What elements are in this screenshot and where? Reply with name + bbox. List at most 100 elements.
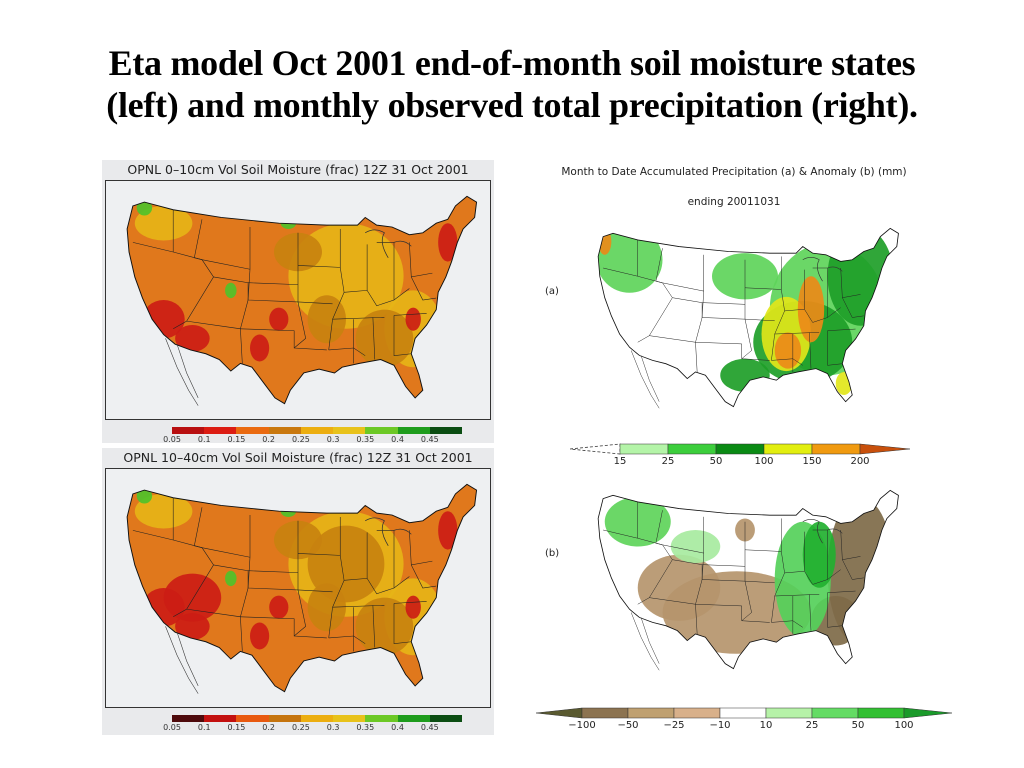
colorbar-tick-label: 25: [661, 456, 675, 467]
colorbar-tick-label: 0.3: [326, 723, 340, 732]
state-boundary: [672, 297, 746, 320]
colorbar-segment: [811, 707, 859, 719]
map-shaded-region: [774, 332, 802, 369]
panel-a-label: (a): [545, 286, 559, 297]
state-boundary: [744, 580, 775, 584]
state-boundary: [411, 276, 437, 301]
state-boundary: [655, 248, 673, 298]
colorbar-tick-label: 25: [805, 720, 819, 731]
slide-title-line-1: Eta model Oct 2001 end-of-month soil moi…: [108, 43, 916, 83]
colorbar-tick-label: 0.05: [163, 435, 181, 444]
precipitation-subtitle: ending 20011031: [687, 196, 781, 208]
colorbar-tick-label: −10: [709, 720, 731, 731]
state-boundary: [393, 603, 412, 645]
map-shaded-region: [670, 530, 721, 563]
map-shaded-region: [438, 223, 458, 262]
precip-colorbar-labels: 15 25 50 100 150 200: [614, 456, 870, 468]
state-boundary: [827, 592, 843, 628]
great-lakes-outline: [365, 229, 412, 258]
state-boundary: [297, 301, 333, 305]
colorbar-tick-label: 0.35: [356, 435, 375, 444]
state-boundary: [240, 587, 249, 617]
state-boundary: [695, 317, 703, 343]
colorbar-segment: [300, 715, 334, 722]
state-boundary: [809, 594, 812, 631]
map-shaded-region: [405, 595, 421, 619]
map-shaded-region: [438, 511, 458, 550]
state-boundary: [655, 510, 673, 560]
great-lakes-outline: [802, 256, 843, 282]
map-shaded-region: [355, 597, 414, 656]
map-shaded-region: [405, 307, 421, 331]
state-boundary: [744, 549, 782, 552]
great-lakes-outline: [365, 517, 412, 546]
map-shaded-region: [163, 573, 222, 622]
state-boundary: [662, 544, 704, 554]
anomaly-colorbar-labels: −100 −50 −25 −10 10 25 50 100: [568, 720, 913, 732]
state-boundary: [247, 515, 251, 589]
colorbar-tick-label: 150: [802, 456, 822, 467]
colorbar-segment: [236, 715, 269, 722]
colorbar-tick-label: 0.15: [227, 435, 246, 444]
map-shaded-region: [827, 228, 894, 326]
state-boundary: [662, 282, 704, 292]
colorbar-tick-label: 0.45: [420, 723, 439, 732]
state-boundary: [827, 330, 843, 366]
map-shaded-region: [802, 521, 836, 588]
state-boundary: [393, 601, 427, 604]
us-map-precipitation: [597, 227, 899, 409]
precipitation-panel: Month to Date Accumulated Precipitation …: [512, 160, 956, 735]
colorbar-tick-label: 0.25: [291, 723, 310, 732]
state-boundary: [784, 307, 841, 323]
state-boundary: [744, 318, 775, 322]
colorbar-tick-label: −100: [568, 720, 596, 731]
colorbar-segment: [857, 707, 905, 719]
state-boundary: [248, 282, 299, 285]
state-boundary: [637, 559, 673, 605]
state-boundary: [784, 569, 841, 585]
state-boundary: [344, 288, 410, 307]
map-shaded-region: [307, 525, 385, 603]
state-boundary: [701, 254, 704, 318]
soil-moisture-panel-0-10cm: OPNL 0–10cm Vol Soil Moisture (frac) 12Z…: [102, 160, 494, 445]
state-boundary: [344, 576, 410, 595]
state-boundary: [702, 302, 746, 305]
state-boundary: [297, 589, 333, 593]
us-outline: [126, 195, 478, 405]
map-shaded-region: [175, 324, 210, 352]
us-outline: [126, 483, 478, 693]
us-outline: [597, 489, 899, 670]
state-boundary: [637, 297, 673, 343]
state-boundary: [827, 590, 856, 593]
colorbar-segment: [172, 715, 205, 722]
state-boundary: [842, 297, 864, 318]
colorbar-under-arrow: [570, 443, 621, 455]
state-boundary: [201, 547, 251, 558]
soil-moisture-map: [105, 468, 491, 708]
state-boundary: [240, 299, 249, 329]
map-shaded-region: [225, 570, 237, 587]
map-shaded-region: [355, 309, 414, 368]
state-boundary: [372, 605, 376, 648]
colorbar-segment: [763, 443, 813, 455]
colorbar-segment: [204, 715, 237, 722]
colorbar-segment: [365, 715, 398, 722]
state-boundary: [695, 604, 770, 623]
slide-title-line-2: (left) and monthly observed total precip…: [106, 85, 918, 125]
colorbar-segment: [719, 707, 767, 719]
panel-b-label: (b): [545, 548, 560, 559]
state-boundary: [393, 313, 427, 316]
colorbar-tick-label: 0.1: [197, 723, 211, 732]
colorbar-segment: [236, 427, 269, 434]
precip-colorbar: [570, 443, 911, 455]
colorbar-segment: [627, 707, 675, 719]
colorbar-segment: [667, 443, 717, 455]
colorbar: [172, 715, 462, 722]
colorbar-segment: [715, 443, 765, 455]
colorbar-segment: [673, 707, 721, 719]
state-boundary: [744, 287, 782, 290]
colorbar-labels: 0.05 0.1 0.15 0.2 0.25 0.3 0.35 0.4 0.45: [163, 435, 462, 445]
colorbar-labels: 0.05 0.1 0.15 0.2 0.25 0.3 0.35 0.4 0.45: [163, 723, 462, 733]
mexico-coastline: [630, 612, 660, 671]
precipitation-title: Month to Date Accumulated Precipitation …: [561, 166, 907, 178]
